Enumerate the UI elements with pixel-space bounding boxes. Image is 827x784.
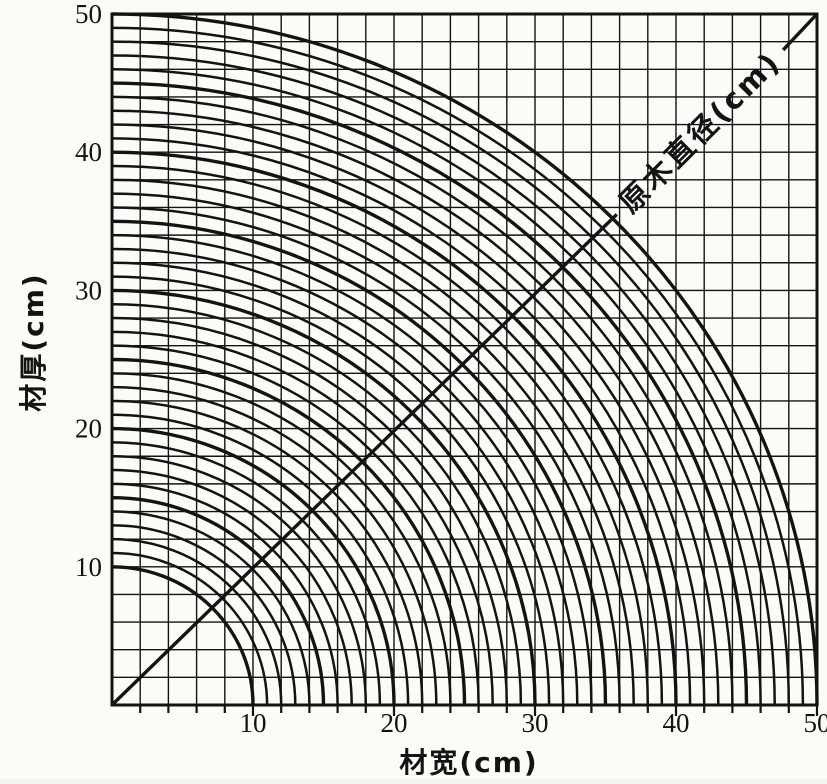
y-tick-label: 30 bbox=[75, 275, 102, 305]
x-tick-labels: 10 20 30 40 50 bbox=[240, 708, 827, 738]
x-tick-label: 10 bbox=[240, 708, 267, 738]
y-axis-title: 材厚(cm) bbox=[17, 272, 50, 411]
x-tick-label: 30 bbox=[522, 708, 549, 738]
y-tick-label: 10 bbox=[75, 552, 102, 582]
x-axis-title: 材宽(cm) bbox=[399, 746, 538, 779]
y-tick-label: 40 bbox=[75, 137, 102, 167]
x-tick-label: 50 bbox=[804, 708, 827, 738]
x-tick-label: 20 bbox=[381, 708, 408, 738]
y-tick-label: 50 bbox=[75, 0, 102, 29]
diagonal-axis-title: 原木直径(cm) bbox=[612, 44, 787, 219]
y-tick-label: 20 bbox=[75, 414, 102, 444]
y-tick-labels: 10 20 30 40 50 bbox=[75, 0, 102, 582]
x-tick-label: 40 bbox=[663, 708, 690, 738]
